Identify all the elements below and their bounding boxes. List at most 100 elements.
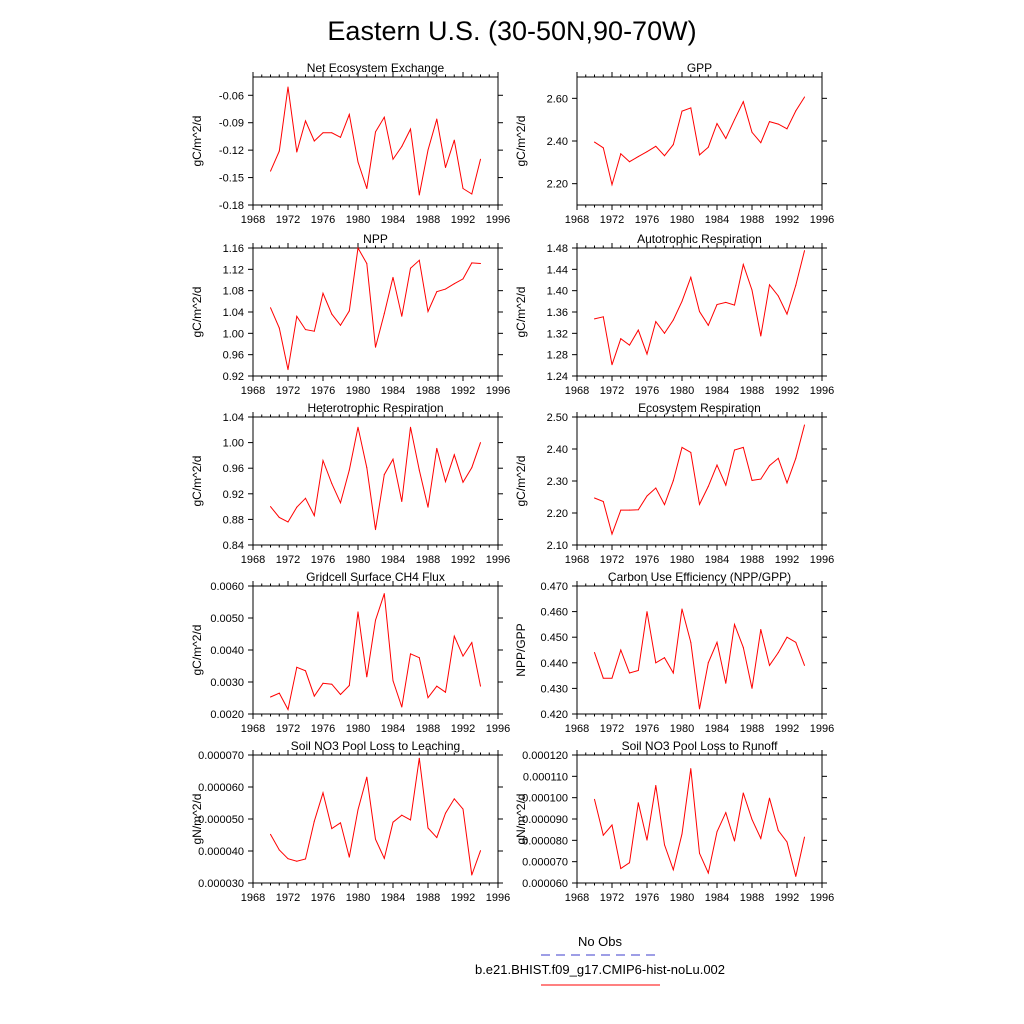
x-tick-label: 1968 — [241, 554, 265, 566]
data-point — [620, 867, 622, 869]
plot-frame — [576, 76, 823, 206]
data-point — [672, 480, 674, 482]
data-point — [331, 313, 333, 315]
y-tick-label: -0.06 — [219, 90, 244, 102]
data-point — [681, 446, 683, 448]
x-tick-label: 1972 — [600, 892, 624, 904]
data-point — [637, 509, 639, 511]
x-tick-label: 1988 — [740, 385, 764, 397]
data-point — [445, 691, 446, 693]
data-point — [445, 812, 446, 814]
y-tick-label: 1.24 — [547, 371, 568, 383]
data-point — [278, 692, 280, 694]
data-point — [742, 101, 744, 103]
panel-4: Autotrophic Respiration 1968 1972 1976 1980 1… — [514, 232, 834, 397]
data-point — [699, 503, 700, 505]
panel-title: Autotrophic Respiration — [637, 232, 762, 246]
y-tick-label: 1.08 — [223, 286, 244, 298]
panel-title: Soil NO3 Pool Loss to Leaching — [291, 739, 460, 753]
x-tick-label: 1984 — [705, 723, 729, 735]
y-tick-label: 2.20 — [547, 508, 568, 520]
data-point — [313, 515, 315, 517]
data-point — [340, 693, 341, 695]
data-point — [786, 841, 788, 843]
y-tick-label: 0.430 — [540, 683, 568, 695]
y-tick-label: 2.20 — [547, 179, 568, 191]
series-line — [594, 96, 805, 187]
data-point — [804, 250, 805, 252]
data-point — [480, 158, 481, 160]
data-point — [769, 284, 770, 286]
x-tick-label: 1972 — [600, 723, 624, 735]
data-point — [707, 662, 709, 664]
panel-8: Carbon Use Efficiency (NPP/GPP) 1968 1972 1… — [514, 570, 834, 735]
data-point — [804, 424, 805, 426]
legend-case-label: b.e21.BHIST.f09_g17.CMIP6-hist-noLu.002 — [475, 962, 725, 977]
y-tick-label: 0.460 — [540, 607, 568, 619]
x-tick-label: 1996 — [486, 892, 510, 904]
figure-title: Eastern U.S. (30-50N,90-70W) — [327, 16, 696, 46]
y-tick-label: 0.470 — [540, 581, 568, 593]
y-tick-label: 1.36 — [547, 307, 568, 319]
data-point — [383, 593, 385, 595]
data-point — [480, 442, 481, 444]
x-tick-label: 1996 — [486, 554, 510, 566]
data-point — [769, 797, 770, 799]
x-tick-label: 1988 — [740, 892, 764, 904]
data-point — [725, 484, 727, 486]
x-tick-label: 1980 — [670, 723, 694, 735]
data-point — [427, 827, 429, 829]
data-point — [637, 669, 639, 671]
y-tick-label: 1.04 — [223, 412, 244, 424]
data-point — [348, 469, 350, 471]
data-point — [637, 156, 639, 158]
data-point — [646, 495, 648, 497]
data-point — [742, 792, 744, 794]
data-point — [453, 139, 455, 141]
y-tick-label: -0.09 — [219, 118, 244, 130]
data-point — [795, 641, 797, 643]
y-axis-label: gC/m^2/d — [514, 287, 528, 338]
x-tick-label: 1980 — [346, 385, 370, 397]
x-tick-label: 1988 — [416, 554, 440, 566]
series-line — [594, 768, 805, 877]
x-tick-label: 1972 — [600, 214, 624, 226]
data-point — [296, 506, 298, 508]
data-point — [611, 184, 613, 186]
x-tick-label: 1992 — [451, 723, 475, 735]
panel-5: Heterotrophic Respiration 1968 1972 1976 198… — [190, 401, 510, 566]
data-point — [611, 677, 613, 679]
x-tick-label: 1976 — [311, 723, 335, 735]
y-tick-label: 0.000070 — [198, 750, 244, 762]
y-tick-label: -0.15 — [219, 173, 244, 185]
x-tick-label: 1984 — [381, 892, 405, 904]
data-point — [620, 509, 622, 511]
data-point — [629, 672, 630, 674]
data-point — [296, 860, 298, 862]
data-point — [681, 300, 683, 302]
x-tick-label: 1988 — [740, 723, 764, 735]
data-point — [480, 262, 481, 264]
x-tick-label: 1988 — [416, 892, 440, 904]
x-tick-label: 1976 — [635, 723, 659, 735]
data-point — [401, 500, 403, 502]
data-point — [637, 329, 639, 331]
data-point — [602, 316, 604, 318]
data-point — [716, 641, 718, 643]
x-tick-label: 1988 — [416, 214, 440, 226]
panel-title: Gridcell Surface CH4 Flux — [306, 570, 445, 584]
data-point — [699, 154, 700, 156]
data-point — [357, 809, 359, 811]
data-point — [471, 874, 473, 876]
x-tick-label: 1992 — [775, 892, 799, 904]
data-point — [716, 123, 718, 125]
x-tick-label: 1976 — [635, 385, 659, 397]
data-point — [646, 353, 648, 355]
panels-container: Net Ecosystem Exchange 1968 1972 1976 1980 19… — [190, 61, 834, 904]
x-tick-label: 1968 — [241, 214, 265, 226]
y-tick-label: 0.88 — [223, 514, 244, 526]
y-tick-label: 0.0050 — [210, 613, 244, 625]
data-point — [707, 324, 709, 326]
y-tick-label: 0.84 — [223, 540, 244, 552]
x-tick-label: 1980 — [346, 892, 370, 904]
